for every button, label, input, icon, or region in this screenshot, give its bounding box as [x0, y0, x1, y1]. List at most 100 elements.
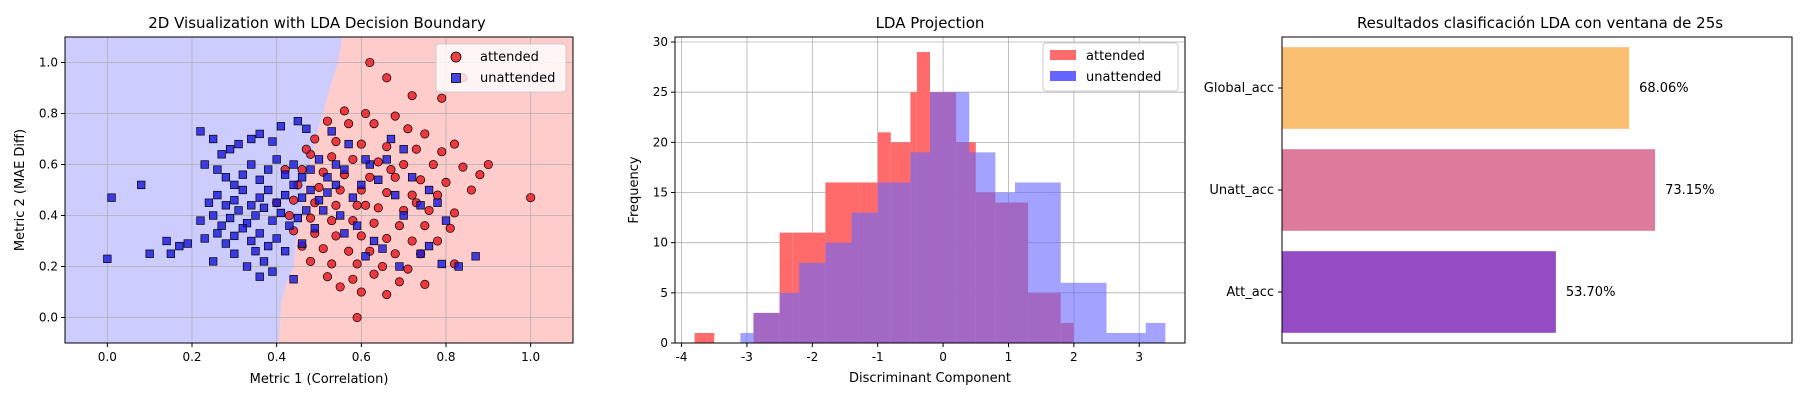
unattended-point [416, 201, 425, 210]
unattended-point [357, 180, 366, 190]
x-tick-label: -2 [806, 350, 818, 364]
unattended-point [238, 170, 247, 179]
y-tick-label: 0 [660, 336, 668, 350]
unattended-bin [930, 92, 970, 343]
attended-point [382, 233, 392, 243]
attended-point [466, 185, 476, 195]
unattended-point [289, 160, 298, 169]
y-tick-label: 1.0 [39, 56, 58, 70]
histogram-frame [674, 36, 1186, 344]
legend-unattended-label: unattended [480, 71, 555, 86]
unattended-point [255, 129, 264, 139]
histogram-xlabel: Discriminant Component [849, 371, 1011, 386]
value-label: 73.15% [1665, 183, 1715, 198]
attended-point [382, 188, 392, 198]
unattended-bin [779, 292, 800, 343]
attended-point [348, 274, 358, 284]
unattended-point [272, 234, 281, 243]
x-tick-label: -3 [741, 350, 753, 364]
attended-point [335, 282, 345, 292]
unattended-point [280, 190, 290, 200]
attended-point [432, 236, 443, 246]
attended-point [327, 152, 337, 162]
unattended-point [297, 239, 307, 248]
attended-point [352, 312, 362, 323]
attended-point [407, 190, 417, 200]
attended-point [394, 221, 404, 231]
attended-point [382, 142, 392, 152]
attended-point [483, 159, 493, 170]
y-tick-label: 0.4 [39, 209, 58, 223]
y-tick-label: 0.6 [39, 158, 58, 172]
unattended-point [441, 216, 451, 225]
y-tick-label: 25 [653, 85, 668, 99]
legend-attended-marker [450, 51, 462, 63]
unattended-point [340, 229, 349, 238]
x-tick-label: 0.2 [182, 350, 201, 364]
attended-point [365, 57, 375, 68]
unattended-point [293, 213, 302, 223]
unattended-point [323, 188, 332, 197]
unattended-point [230, 196, 239, 205]
bar-title: Resultados clasificación LDA con ventana… [1357, 14, 1723, 32]
unattended-point [369, 236, 379, 246]
attended-point [394, 277, 404, 287]
unattended-point [183, 239, 192, 248]
attended-point [369, 119, 379, 129]
unattended-point [221, 239, 231, 248]
x-tick-label: -4 [676, 350, 688, 364]
unattended-point [217, 221, 226, 230]
unattended-point [107, 193, 116, 202]
attended-point [352, 200, 362, 210]
unattended-point [336, 211, 345, 220]
accuracy-bar-panel: Resultados clasificación LDA con ventana… [1204, 14, 1793, 344]
attended-point [297, 165, 307, 175]
attended-point [416, 175, 426, 185]
histogram-ylabel: Frequency [627, 156, 642, 223]
unattended-point [209, 257, 218, 266]
unattended-point [340, 165, 349, 174]
scatter-frame [64, 36, 574, 344]
attended-point [305, 256, 316, 266]
unattended-bin [1073, 282, 1107, 343]
attended-point [437, 93, 447, 103]
histogram-legend: attended unattended [1042, 42, 1179, 92]
attended-point [445, 223, 455, 233]
attended-point [420, 279, 430, 289]
histogram-panel: LDA Projection -4 -3 -2 -1 0 1 2 3051015202530 … [627, 14, 1186, 386]
attended-point [327, 216, 337, 226]
histogram-title: LDA Projection [876, 14, 985, 32]
attended-point [369, 269, 379, 279]
attended-point [458, 162, 468, 172]
legend-attended-swatch [1050, 50, 1076, 60]
unattended-point [471, 252, 480, 261]
unattended-point [259, 257, 269, 266]
histogram-legend-unattended-label: unattended [1086, 70, 1161, 85]
attended-point [399, 159, 409, 170]
unattended-bin [1106, 332, 1146, 343]
attended-point [331, 137, 341, 147]
unattended-point [145, 249, 154, 258]
attended-point [386, 165, 396, 175]
unattended-point [230, 249, 239, 258]
attended-point [420, 221, 430, 231]
unattended-point [209, 211, 218, 220]
attended-point [407, 91, 417, 101]
unattended-point [344, 139, 353, 149]
attended-point [403, 124, 413, 134]
unattended-bin [969, 152, 996, 343]
attended-point [344, 246, 354, 256]
unattended-bin [740, 332, 754, 343]
unattended-point [204, 198, 214, 207]
unattended-point [306, 185, 315, 195]
attended-point [407, 236, 417, 246]
category-label: Global_acc [1204, 81, 1274, 96]
unattended-point [264, 241, 273, 251]
unattended-point [297, 193, 307, 202]
y-tick-label: 10 [653, 236, 668, 250]
unattended-bin [851, 212, 878, 343]
unattended-point [264, 165, 273, 174]
unattended-point [251, 247, 260, 256]
attended-point [365, 172, 375, 182]
